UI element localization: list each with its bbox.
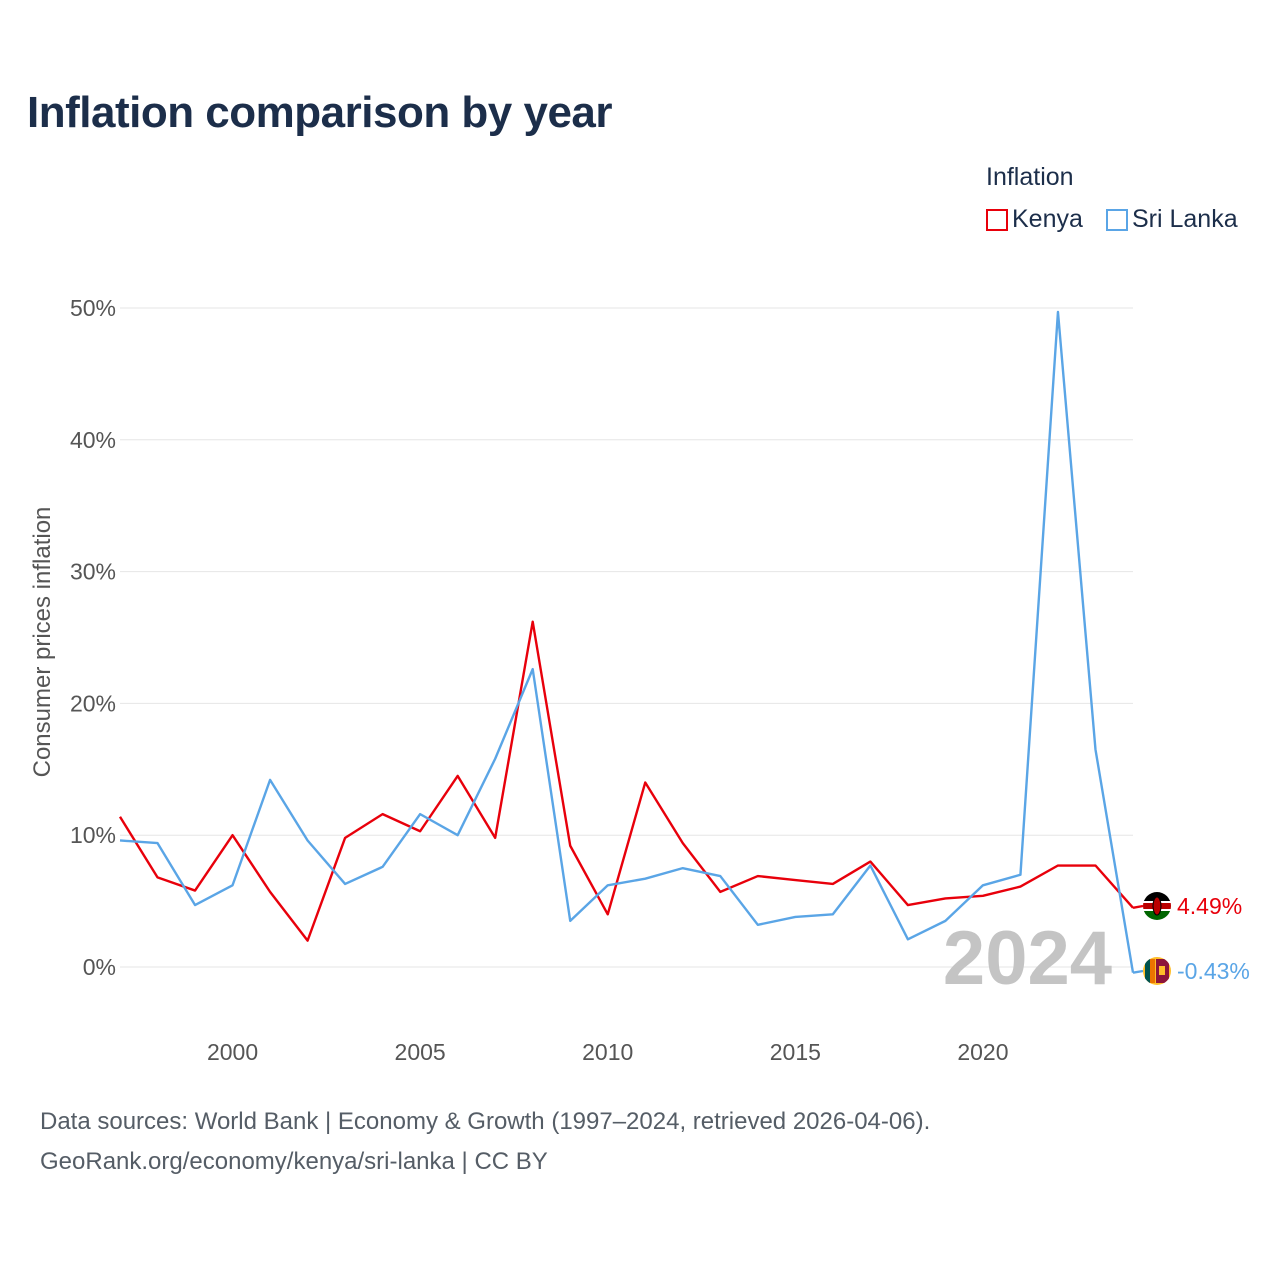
legend-label-kenya: Kenya xyxy=(1012,205,1083,233)
y-tick-label: 20% xyxy=(70,690,116,716)
series-line-kenya[interactable] xyxy=(118,620,1134,942)
y-tick-label: 40% xyxy=(70,427,116,453)
chart-svg: 0% 10% 20% 30% 40% 50% 2000 2005 2010 2015 2020 2… xyxy=(29,295,1250,1065)
y-tick-label: 10% xyxy=(70,822,116,848)
year-watermark: 2024 xyxy=(943,916,1112,1001)
y-tick-label: 30% xyxy=(70,559,116,585)
footer-sources: Data sources: World Bank | Economy & Gro… xyxy=(40,1108,931,1135)
legend-swatch-sri-lanka xyxy=(1106,208,1128,231)
y-tick-label: 50% xyxy=(70,295,116,321)
end-label-sri-lanka: -0.43% xyxy=(1177,958,1250,984)
legend-title: Inflation xyxy=(986,163,1074,191)
sri-lanka-flag-icon xyxy=(1143,957,1171,985)
x-tick-label: 2010 xyxy=(582,1039,633,1065)
chart-title: Inflation comparison by year xyxy=(27,88,613,137)
series-layer: 4.49% -0.43% xyxy=(118,310,1250,984)
legend-item-kenya[interactable]: Kenya xyxy=(986,205,1083,234)
legend-swatch-kenya xyxy=(986,208,1008,231)
series-line-sri-lanka[interactable] xyxy=(119,310,1135,973)
legend-item-sri-lanka[interactable]: Sri Lanka xyxy=(1106,205,1238,234)
x-tick-label: 2000 xyxy=(207,1039,258,1065)
x-tick-label: 2020 xyxy=(957,1039,1008,1065)
y-axis-label: Consumer prices inflation xyxy=(29,507,56,778)
footer-link[interactable]: GeoRank.org/economy/kenya/sri-lanka | CC… xyxy=(40,1148,548,1175)
end-label-kenya: 4.49% xyxy=(1177,893,1242,919)
kenya-flag-icon xyxy=(1143,892,1171,920)
grid-lines xyxy=(120,307,1133,968)
legend-label-sri-lanka: Sri Lanka xyxy=(1132,205,1238,233)
y-axis-ticks: 0% 10% 20% 30% 40% 50% xyxy=(70,295,116,980)
series-connector-sri-lanka xyxy=(1132,969,1144,974)
x-tick-label: 2015 xyxy=(770,1039,821,1065)
x-axis-ticks: 2000 2005 2010 2015 2020 xyxy=(207,1039,1009,1065)
x-tick-label: 2005 xyxy=(395,1039,446,1065)
y-tick-label: 0% xyxy=(83,954,116,980)
series-connector-kenya xyxy=(1132,904,1144,910)
